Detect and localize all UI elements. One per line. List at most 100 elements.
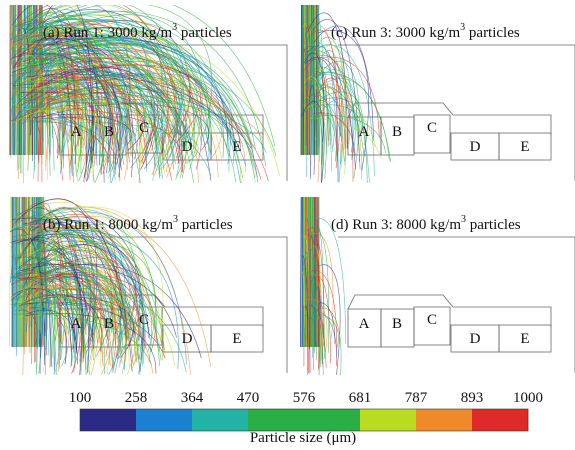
stack-trace [19, 197, 21, 348]
trajectory [40, 41, 169, 157]
trajectory [16, 228, 116, 355]
trajectory [31, 75, 92, 161]
trajectory [14, 86, 18, 171]
zone-box [413, 114, 451, 154]
trajectory [301, 49, 361, 170]
trajectory [317, 36, 346, 166]
trajectory [42, 108, 147, 142]
trajectory [306, 81, 333, 172]
trajectory [13, 211, 26, 335]
stack-trace [10, 5, 13, 156]
trajectory [17, 10, 184, 151]
trajectory [26, 217, 165, 350]
trajectory [304, 306, 310, 349]
colorbar-segment [304, 409, 361, 431]
trajectory [20, 55, 48, 180]
trajectories [300, 5, 391, 183]
trajectory [29, 56, 170, 136]
title-superscript: 3 [173, 214, 178, 225]
trajectory [35, 310, 124, 357]
trajectory [25, 257, 98, 328]
trajectory [34, 58, 164, 142]
trajectory [315, 217, 347, 344]
trajectory [318, 302, 336, 344]
trajectory [27, 209, 78, 366]
zone-label: E [520, 139, 529, 155]
trajectory [13, 207, 78, 353]
trajectory [19, 5, 276, 147]
trajectory [17, 5, 162, 150]
trajectory [36, 300, 121, 346]
trajectory [36, 33, 110, 136]
trajectory [313, 246, 322, 358]
trajectory [310, 270, 338, 366]
trajectory [301, 258, 306, 337]
trajectory [300, 271, 305, 328]
colorbar-tick-label: 364 [181, 390, 204, 406]
trajectory [32, 207, 133, 372]
trajectory [317, 30, 369, 171]
stack-trace [27, 197, 30, 348]
trajectory [13, 201, 109, 353]
zone-label: E [232, 139, 241, 155]
trajectory [31, 280, 105, 375]
trajectory [41, 78, 113, 175]
trajectory [23, 224, 111, 375]
trajectory [43, 206, 166, 358]
trajectory [23, 248, 98, 343]
title-superscript: 3 [460, 22, 465, 33]
trajectory [12, 34, 147, 168]
trajectory [310, 86, 340, 169]
trajectory [13, 19, 224, 159]
trajectory [307, 84, 365, 157]
trajectory [14, 74, 20, 169]
trajectory [38, 57, 130, 180]
trajectory [38, 202, 56, 338]
trajectory [39, 96, 55, 171]
trajectory [11, 225, 41, 330]
trajectory [24, 239, 87, 370]
trajectory [27, 51, 50, 136]
trajectory [41, 299, 163, 361]
trajectory [38, 248, 128, 343]
trajectory [29, 41, 161, 177]
trajectory [18, 27, 33, 162]
trajectory [40, 303, 76, 369]
title-text: particles [466, 217, 521, 233]
trajectory [304, 56, 356, 170]
colorbar-border [79, 408, 529, 432]
title-text: (d) Run 3: 8000 kg/m [331, 217, 461, 233]
colorbar-segment [360, 409, 417, 431]
trajectories [299, 197, 347, 375]
zone-label: C [139, 312, 149, 328]
trajectory [27, 52, 166, 176]
colorbar-segment [136, 409, 193, 431]
trajectory [318, 50, 342, 182]
trajectory [24, 288, 46, 337]
trajectory [29, 236, 152, 363]
trajectory [318, 71, 390, 161]
trajectory [310, 117, 382, 159]
stack-trace [310, 197, 313, 348]
trajectory [316, 44, 346, 169]
trajectory [33, 41, 195, 156]
zone-label: D [182, 139, 193, 155]
trajectory [38, 80, 104, 176]
colorbar-segment [192, 409, 249, 431]
colorbar-label: Particle size (μm) [250, 430, 356, 446]
trajectory [21, 27, 256, 183]
zone-label: A [359, 124, 370, 140]
trajectory [22, 54, 180, 179]
colorbar-tick-label: 681 [349, 390, 372, 406]
trajectory [12, 217, 25, 355]
building-roof [347, 102, 552, 135]
trajectory [301, 101, 325, 183]
trajectory [20, 91, 145, 151]
trajectory [10, 239, 94, 350]
trajectory [36, 76, 155, 170]
zone-box [210, 324, 264, 353]
trajectory [316, 219, 319, 369]
zone-label: D [470, 139, 481, 155]
zone-label: D [470, 331, 481, 347]
